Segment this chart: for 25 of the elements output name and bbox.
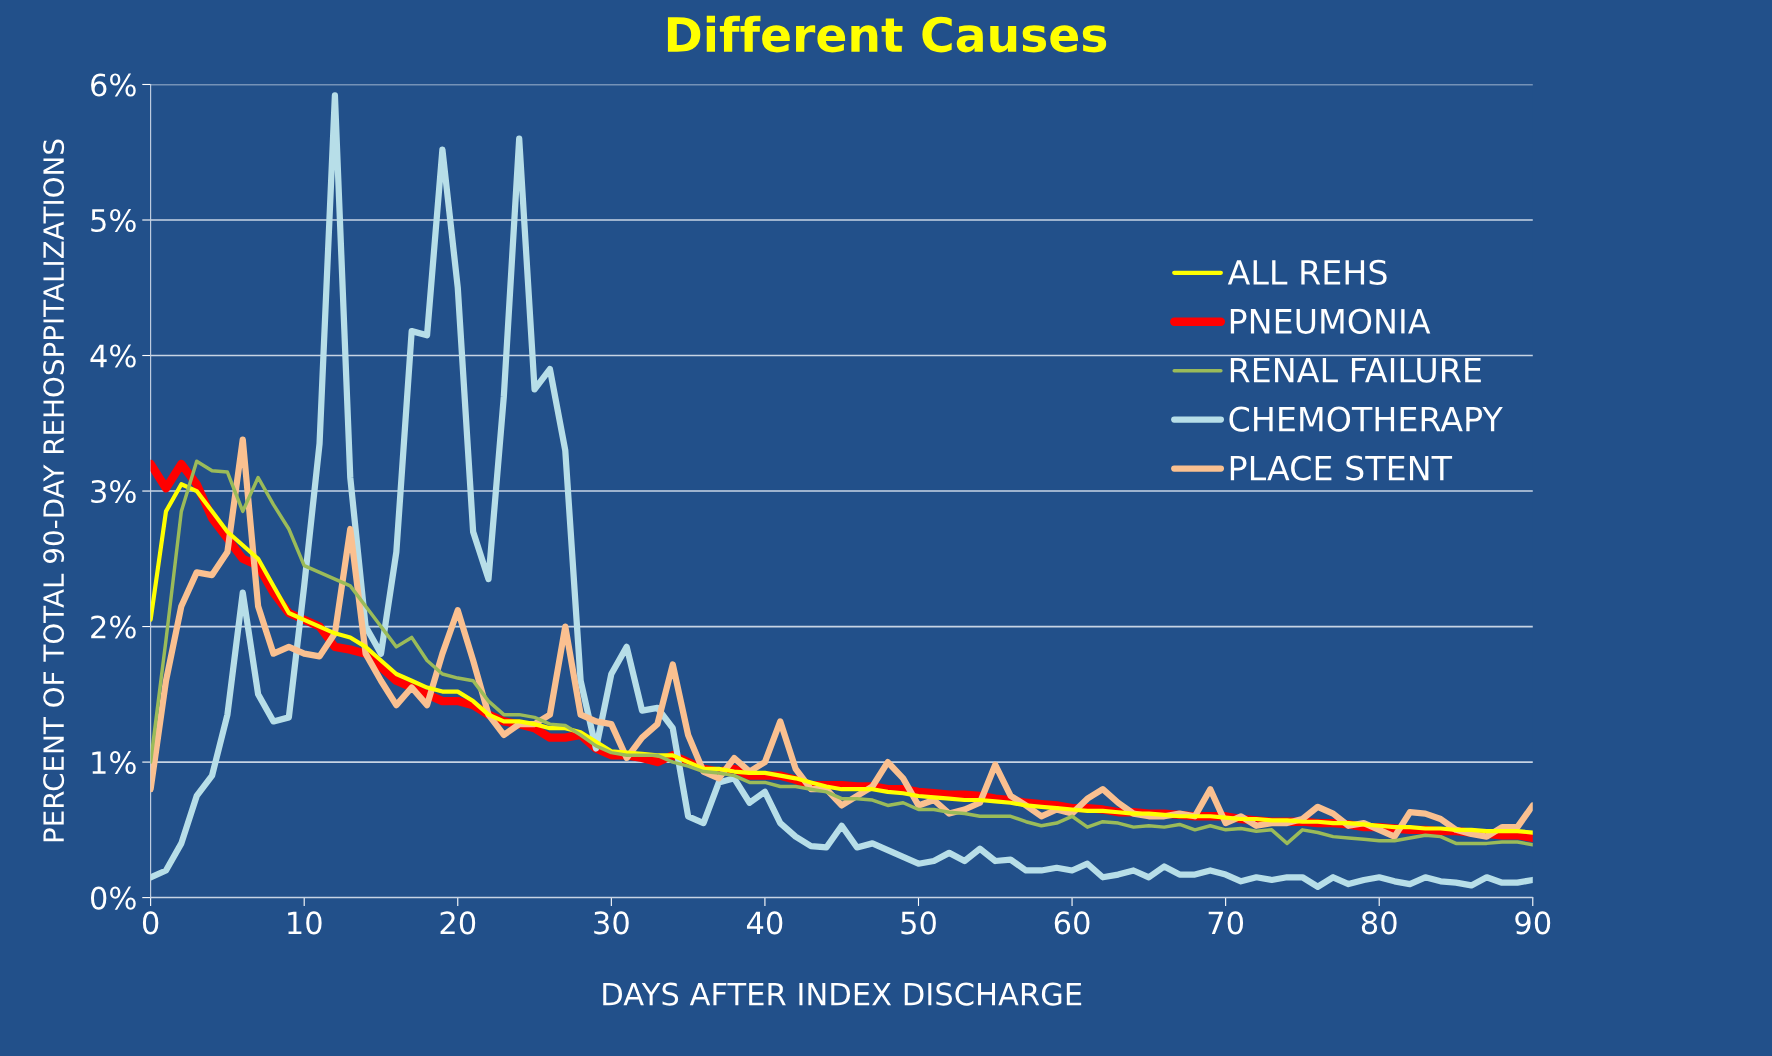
y-tick-label: 2% [91, 615, 136, 639]
x-axis-title: DAYS AFTER INDEX DISCHARGE [603, 982, 1082, 1006]
x-tick-label: 90 [1515, 911, 1551, 935]
y-tick-label: 4% [90, 344, 136, 368]
legend-label: ALL REHS [1227, 259, 1387, 285]
y-axis-title: PERCENT OF TOTAL 90-DAY REHOSPPITALIZATIONS [43, 139, 65, 842]
legend-label: PNEUMONIA [1230, 308, 1431, 334]
x-tick-label: 20 [440, 911, 476, 935]
x-tick-label: 70 [1208, 911, 1244, 935]
legend-label: RENAL FAILURE [1230, 358, 1481, 383]
y-tick-label: 5% [91, 208, 136, 233]
legend-label: CHEMOTHERAPY [1229, 406, 1503, 432]
y-tick-label: 0% [90, 886, 136, 910]
y-tick-label: 3% [91, 479, 136, 504]
x-tick-label: 30 [594, 911, 629, 935]
chart-title: Different Causes [667, 15, 1107, 53]
y-tick-label: 1% [92, 751, 136, 775]
y-tick-label: 6% [91, 73, 136, 97]
x-tick-label: 0 [142, 911, 159, 935]
x-tick-label: 40 [746, 911, 783, 935]
x-tick-label: 80 [1361, 911, 1397, 935]
legend-label: PLACE STENT [1230, 455, 1453, 481]
x-tick-label: 50 [901, 911, 936, 935]
x-tick-label: 10 [288, 911, 322, 935]
x-tick-label: 60 [1054, 911, 1090, 935]
